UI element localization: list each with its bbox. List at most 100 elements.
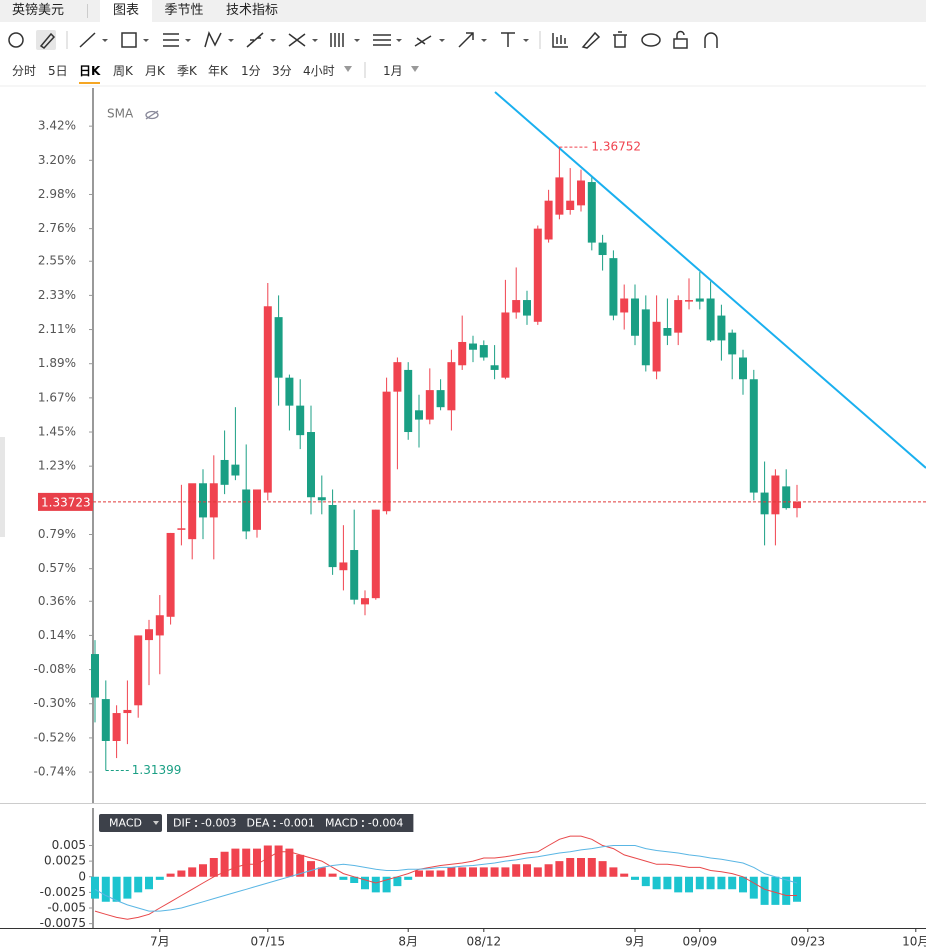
indicator-dropdown[interactable] (99, 814, 162, 832)
candle-body (663, 328, 672, 336)
tool-icon[interactable] (704, 32, 718, 48)
tool-icon[interactable] (288, 33, 306, 47)
tool-icon[interactable] (458, 32, 474, 48)
y-tick-label: 3.20% (38, 153, 76, 167)
period[interactable]: 4小时 (303, 64, 335, 78)
candle-body (728, 332, 737, 355)
candle-body (371, 509, 380, 599)
macd-bar (782, 876, 791, 905)
range[interactable]: 1月 (383, 64, 403, 78)
macd-bar (771, 876, 780, 905)
macd-bar (199, 864, 207, 877)
tool-icon[interactable] (414, 35, 432, 47)
tab[interactable]: 图表 (100, 0, 152, 22)
tool-icon[interactable] (8, 32, 24, 48)
period[interactable]: 1分 (241, 64, 261, 78)
macd-bar (123, 876, 132, 899)
tool-icon[interactable] (39, 32, 56, 49)
candle-body (425, 390, 434, 420)
macd-bar (263, 845, 272, 877)
y-tick-label: -0.52% (34, 730, 76, 744)
macd-bar (371, 876, 380, 893)
tool-icon[interactable] (673, 38, 688, 49)
x-tick-label: 7月 (150, 935, 170, 949)
y-tick-label: 1.89% (38, 356, 76, 370)
macd-bar (458, 867, 467, 877)
candle-body (328, 505, 337, 568)
low-label: 1.31399 (132, 763, 182, 777)
macd-bar (350, 876, 359, 883)
side-handle[interactable] (0, 437, 5, 537)
candle-body (501, 312, 510, 378)
candle-body (620, 298, 629, 313)
tool-icon[interactable] (501, 32, 515, 47)
period[interactable]: 年K (208, 64, 228, 78)
candle-body (220, 459, 229, 485)
y-tick-label: -0.0025 (40, 885, 86, 899)
tool-icon[interactable] (330, 33, 344, 47)
macd-bar (339, 876, 348, 880)
candle-body (253, 489, 261, 530)
tab[interactable]: 季节性 (164, 3, 204, 18)
tool-icon[interactable] (581, 31, 601, 49)
tab[interactable]: 技术指标 (225, 3, 278, 18)
macd-bar (317, 867, 326, 877)
y-tick-label: 2.55% (38, 254, 76, 268)
candle-body (458, 341, 467, 366)
period[interactable]: 月K (145, 64, 165, 78)
range-dropdown[interactable] (411, 66, 419, 72)
tool-icon[interactable] (613, 31, 627, 48)
candle-body (296, 405, 305, 436)
candle-body (393, 362, 402, 392)
candle-body (123, 709, 132, 714)
period[interactable]: 日K (79, 62, 101, 84)
period[interactable]: 季K (177, 64, 197, 78)
tool-icon[interactable] (246, 32, 264, 48)
tool-icon[interactable] (373, 34, 391, 46)
macd-bar (479, 867, 488, 877)
candle-body (145, 629, 153, 641)
tool-icon[interactable] (204, 30, 222, 48)
y-tick-label: 0.0025 (44, 854, 86, 868)
tool-icon[interactable] (79, 32, 96, 48)
macd-bar (793, 876, 801, 902)
y-tick-label: 2.33% (38, 288, 76, 302)
candle-body (285, 377, 294, 406)
y-tick-label: 0.36% (38, 594, 76, 608)
candle-body (749, 379, 758, 493)
legend-colon (273, 820, 276, 822)
macd-bar (685, 876, 693, 893)
macd-bar (641, 876, 650, 887)
candle-body (177, 528, 186, 530)
candle-body (317, 497, 326, 501)
candle-body (652, 321, 661, 372)
macd-bar (674, 876, 683, 893)
legend-colon (273, 825, 276, 827)
last-price-box (38, 492, 93, 511)
period[interactable]: 3分 (272, 64, 292, 78)
macd-bar (706, 876, 715, 890)
tool-icon[interactable] (641, 33, 661, 47)
trend-line[interactable] (494, 91, 926, 469)
period[interactable]: 分时 (12, 64, 37, 78)
candle-body (101, 699, 110, 741)
tool-icon[interactable] (552, 33, 568, 48)
tab-bar: 英镑美元 图表 季节性 技术指标 (0, 0, 926, 22)
macd-bar (415, 870, 423, 877)
tool-icon[interactable] (163, 33, 179, 47)
candle-body (361, 598, 369, 605)
y-tick-label: -0.005 (47, 901, 86, 915)
candle-body (155, 615, 164, 636)
indicator-name[interactable]: MACD (109, 817, 142, 830)
period[interactable]: 5日 (48, 64, 68, 78)
tool-icon[interactable] (676, 30, 685, 40)
more-periods[interactable] (344, 66, 352, 72)
period[interactable]: 周K (113, 64, 133, 78)
candle-body (469, 343, 477, 350)
candle-body (544, 200, 553, 240)
tool-icon[interactable] (121, 32, 137, 48)
macd-bar (242, 848, 251, 877)
macd-bar (566, 858, 575, 877)
visibility-icon[interactable] (145, 110, 159, 120)
candle-body (339, 562, 348, 571)
